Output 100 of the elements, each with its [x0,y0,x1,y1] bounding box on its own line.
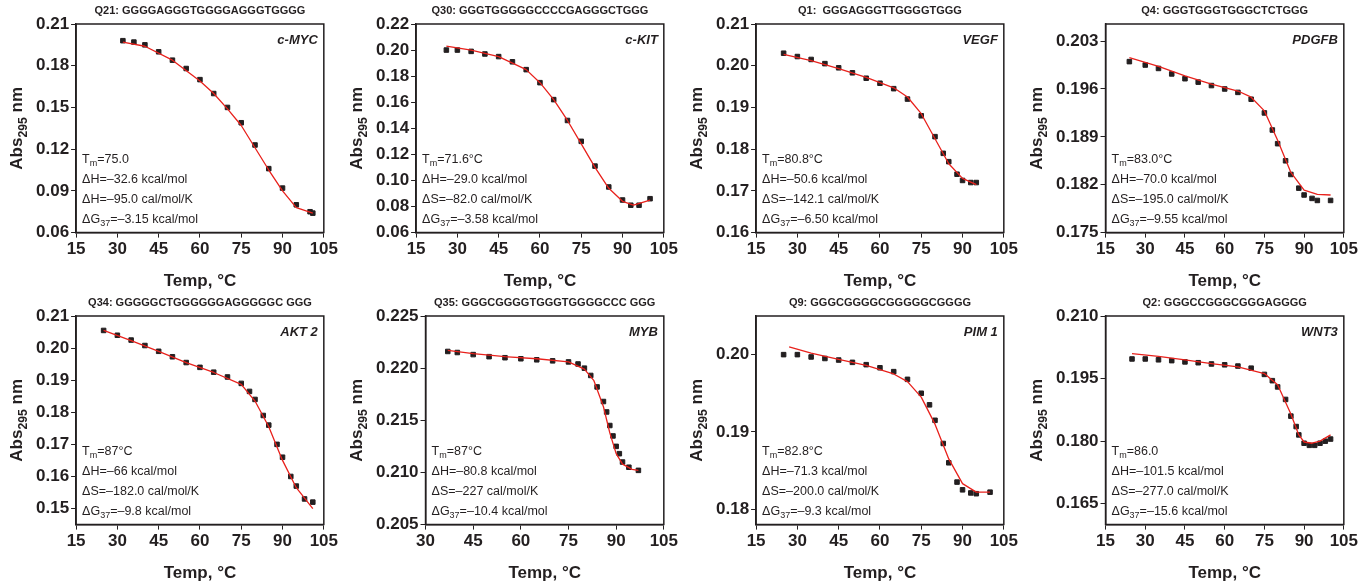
x-tick-label: 105 [649,239,679,259]
y-tick-label: 0.08 [375,196,410,216]
annotation: ΔH=–80.8 kcal/mol [431,463,537,478]
annotation: ΔH=–29.0 kcal/mol [422,171,528,186]
y-tick-label: 0.210 [1055,305,1099,325]
y-tick-label: 0.14 [375,117,410,137]
x-tick-label: 30 [447,239,467,259]
chart-title: Q1: GGGAGGGTTGGGGTGGG [798,4,962,16]
x-tick-label: 30 [416,531,435,551]
x-tick-label: 105 [649,531,679,551]
y-tick-label: 0.225 [375,305,419,325]
x-tick-label: 60 [190,239,210,259]
y-tick-label: 0.16 [715,222,750,242]
x-axis-title: Temp, °C [843,563,917,582]
y-tick-label: 0.220 [375,357,419,377]
y-axis-title: Abs295 nm [1027,86,1051,170]
x-tick-label: 60 [1215,239,1235,259]
annotation: VEGF [962,32,999,47]
annotation: PDGFB [1292,32,1338,47]
annotation: ΔS=–200.0 cal/mol/K [762,483,880,498]
y-tick-label: 0.20 [375,39,410,59]
y-tick-label: 0.12 [375,144,410,164]
x-axis-title: Temp, °C [508,563,581,582]
x-tick-label: 105 [989,531,1019,551]
x-tick-label: 105 [1329,239,1359,259]
annotation: c-KIT [625,32,659,47]
y-tick-label: 0.10 [375,170,410,190]
y-tick-label: 0.195 [1055,368,1099,388]
x-axis-title: Temp, °C [163,271,237,290]
chart-title: Q4: GGGTGGGTGGGCTCTGGG [1141,4,1309,16]
y-tick-label: 0.165 [1055,493,1099,513]
y-tick-label: 0.210 [375,462,419,482]
y-tick-label: 0.182 [1055,174,1099,194]
annotation: c-MYC [277,32,319,47]
y-axis-title: Abs295 nm [687,378,711,462]
y-tick-label: 0.06 [35,222,70,242]
x-tick-label: 15 [746,239,766,259]
y-axis-title: Abs295 nm [347,86,371,170]
y-axis-title: Abs295 nm [347,378,371,462]
x-tick-label: 75 [1254,239,1274,259]
y-tick-label: 0.22 [375,13,410,33]
y-tick-label: 0.196 [1055,78,1099,98]
annotation: ΔH=–95.0 cal/mol/K [82,191,194,206]
x-tick-label: 105 [309,239,339,259]
x-axis-title: Temp, °C [163,563,237,582]
x-tick-label: 60 [511,531,531,551]
x-tick-label: 30 [107,531,127,551]
x-tick-label: 15 [66,239,86,259]
annotation: ΔS=–142.1 cal/mol/K [762,191,880,206]
x-tick-label: 90 [273,531,292,551]
y-tick-label: 0.20 [715,344,750,364]
x-tick-label: 45 [463,531,483,551]
y-tick-label: 0.17 [35,434,70,454]
y-tick-label: 0.06 [375,222,410,242]
x-tick-label: 105 [309,531,339,551]
x-tick-label: 30 [787,531,807,551]
x-tick-label: 45 [829,531,849,551]
x-tick-label: 90 [953,239,972,259]
y-tick-label: 0.19 [715,97,750,117]
annotation: WNT3 [1300,324,1339,339]
x-tick-label: 75 [231,531,251,551]
x-tick-label: 90 [1294,239,1314,259]
y-tick-label: 0.21 [715,13,750,33]
y-axis-title: Abs295 nm [1027,378,1051,462]
y-tick-label: 0.205 [375,514,419,534]
y-tick-label: 0.189 [1055,126,1099,146]
x-tick-label: 75 [231,239,251,259]
y-tick-label: 0.20 [715,55,750,75]
annotation: PIM 1 [963,324,998,339]
y-tick-label: 0.15 [35,97,70,117]
y-tick-label: 0.18 [715,498,750,518]
x-axis-title: Temp, °C [843,271,917,290]
y-axis-title: Abs295 nm [7,86,31,170]
x-tick-label: 30 [787,239,807,259]
y-tick-label: 0.18 [375,65,410,85]
x-tick-label: 30 [1135,239,1155,259]
x-tick-label: 15 [746,531,766,551]
x-axis-title: Temp, °C [1188,271,1261,290]
x-tick-label: 45 [829,239,849,259]
x-tick-label: 75 [911,531,931,551]
x-tick-label: 105 [1329,531,1359,551]
x-tick-label: 105 [989,239,1019,259]
y-tick-label: 0.21 [35,13,70,33]
annotation: ΔH=–70.0 kcal/mol [1111,171,1217,186]
annotation: ΔH=–66 kcal/mol [82,463,177,478]
x-tick-label: 60 [530,239,550,259]
y-tick-label: 0.12 [35,138,70,158]
x-tick-label: 75 [911,239,931,259]
y-tick-label: 0.175 [1055,222,1099,242]
x-tick-label: 45 [149,239,169,259]
y-tick-label: 0.19 [35,369,70,389]
x-tick-label: 60 [870,239,890,259]
x-tick-label: 60 [190,531,210,551]
x-tick-label: 75 [1254,531,1274,551]
y-tick-label: 0.18 [35,55,70,75]
annotation: ΔS=–277.0 cal/mol/K [1111,483,1230,498]
x-tick-label: 30 [107,239,127,259]
annotation: ΔS=–82.0 cal/mol/K [422,191,533,206]
x-tick-label: 15 [406,239,426,259]
y-tick-label: 0.18 [35,401,70,421]
